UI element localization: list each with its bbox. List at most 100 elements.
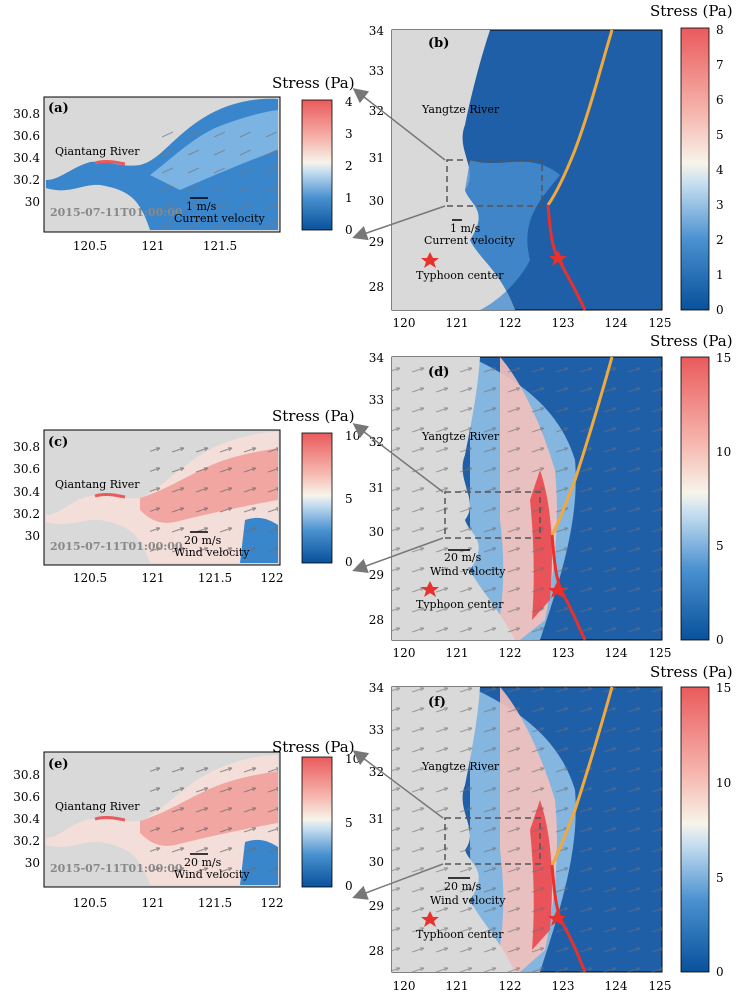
panel-a: (a) Qiantang River 2015-07-11T01:00:00 1… — [13, 96, 281, 253]
colorbar-tick: 3 — [345, 127, 353, 141]
typhoon-label: Typhoon center — [416, 598, 504, 611]
y-tick: 30.8 — [13, 768, 40, 782]
colorbar-title: Stress (Pa) — [650, 2, 733, 20]
panel-d: (d) Yangtze River 20 m/s Wind velocity T… — [369, 351, 672, 660]
x-tick: 124 — [605, 979, 628, 993]
typhoon-track-future — [550, 864, 587, 973]
timestamp: 2015-07-11T01:00:00 — [50, 540, 183, 553]
colorbar-e: Stress (Pa) 10 5 0 — [272, 738, 360, 893]
y-tick: 30 — [369, 194, 384, 208]
colorbar-tick: 10 — [716, 445, 731, 459]
colorbar-a: Stress (Pa) 4 3 2 1 0 — [272, 74, 355, 237]
connector-arrow — [352, 863, 444, 900]
x-tick: 125 — [649, 979, 672, 993]
colorbar-f: Stress (Pa) 15 10 5 0 — [650, 663, 733, 979]
scale-caption: Wind velocity — [174, 546, 250, 559]
colorbar-tick: 0 — [716, 965, 724, 979]
colorbar-tick: 2 — [716, 233, 724, 247]
colorbar-title: Stress (Pa) — [272, 738, 355, 756]
y-tick: 28 — [369, 613, 384, 627]
x-ticks: 120.5 121 121.5 122 — [73, 571, 284, 585]
typhoon-track-future — [550, 534, 587, 641]
x-tick: 121 — [142, 239, 165, 253]
y-tick: 32 — [369, 104, 384, 118]
land — [392, 30, 515, 310]
colorbar-title: Stress (Pa) — [650, 332, 733, 350]
x-tick: 120 — [393, 646, 416, 660]
colorbar-tick: 5 — [345, 816, 353, 830]
typhoon-center-marker — [548, 582, 566, 598]
x-tick: 122 — [261, 896, 284, 910]
y-tick: 28 — [369, 944, 384, 958]
x-tick: 121.5 — [203, 239, 237, 253]
y-tick: 30 — [25, 529, 40, 543]
x-ticks: 120 121 122 123 124 125 — [393, 316, 672, 330]
panel-label: (c) — [48, 435, 68, 450]
y-tick: 30.6 — [13, 462, 40, 476]
colorbar-tick: 1 — [716, 268, 724, 282]
y-tick: 32 — [369, 765, 384, 779]
scale-text: 20 m/s — [444, 880, 482, 893]
y-tick: 30 — [369, 525, 384, 539]
x-tick: 122 — [499, 316, 522, 330]
x-tick: 120.5 — [73, 896, 107, 910]
x-tick: 120 — [393, 316, 416, 330]
scale-text: 20 m/s — [444, 551, 482, 564]
colorbar-title: Stress (Pa) — [272, 74, 355, 92]
y-tick: 29 — [369, 899, 384, 913]
velocity-arrows — [150, 762, 278, 882]
typhoon-center-marker — [549, 250, 567, 266]
x-tick: 121.5 — [198, 571, 232, 585]
river-label: Qiantang River — [55, 800, 140, 813]
colorbar-tick: 0 — [716, 303, 724, 317]
timestamp: 2015-07-11T01:00:00 — [50, 862, 183, 875]
scale-caption: Wind velocity — [174, 868, 250, 881]
x-tick: 124 — [605, 646, 628, 660]
colorbar-b: Stress (Pa) 8 7 6 5 4 3 2 1 0 — [650, 2, 733, 317]
y-tick: 29 — [369, 235, 384, 249]
colorbar-tick: 10 — [345, 429, 360, 443]
colorbar-title: Stress (Pa) — [272, 407, 355, 425]
colorbar-tick: 1 — [345, 191, 353, 205]
river-label: Qiantang River — [55, 478, 140, 491]
typhoon-center-marker — [548, 910, 566, 926]
y-ticks: 30.8 30.6 30.4 30.2 30 — [13, 107, 40, 209]
typhoon-legend-icon — [421, 911, 439, 927]
connector-arrow — [352, 537, 444, 573]
river-label: Yangtze River — [421, 103, 500, 116]
y-tick: 30.8 — [13, 440, 40, 454]
typhoon-legend-icon — [421, 581, 439, 597]
y-tick: 33 — [369, 393, 384, 407]
colorbar-tick: 3 — [716, 198, 724, 212]
scale-caption: Wind velocity — [430, 894, 506, 907]
x-ticks: 120 121 122 123 124 125 — [393, 979, 672, 993]
panel-label: (d) — [428, 365, 449, 380]
y-tick: 30 — [369, 855, 384, 869]
x-ticks: 120 121 122 123 124 125 — [393, 646, 672, 660]
colorbar-tick: 7 — [716, 58, 724, 72]
typhoon-legend-icon — [421, 252, 439, 268]
connector-arrow — [352, 205, 446, 241]
panel-label: (e) — [48, 757, 69, 772]
colorbar-tick: 5 — [716, 871, 724, 885]
x-tick: 120.5 — [73, 239, 107, 253]
scale-text: 20 m/s — [184, 856, 222, 869]
colorbar-tick: 2 — [345, 159, 353, 173]
timestamp: 2015-07-11T01:00:00 — [50, 206, 183, 219]
river-high-stress — [94, 492, 126, 499]
y-tick: 31 — [369, 812, 384, 826]
colorbar-tick: 0 — [345, 555, 353, 569]
velocity-arrows — [150, 130, 278, 230]
river-high-stress — [94, 159, 126, 166]
scale-text: 20 m/s — [184, 534, 222, 547]
x-tick: 122 — [499, 646, 522, 660]
panel-label: (b) — [428, 36, 449, 51]
scale-text: 1 m/s — [186, 200, 217, 213]
x-tick: 121.5 — [198, 896, 232, 910]
x-tick: 120.5 — [73, 571, 107, 585]
x-tick: 121 — [446, 316, 469, 330]
colorbar-title: Stress (Pa) — [650, 663, 733, 681]
colorbar-tick: 0 — [345, 223, 353, 237]
y-ticks: 34 33 32 31 30 29 28 — [369, 24, 385, 294]
